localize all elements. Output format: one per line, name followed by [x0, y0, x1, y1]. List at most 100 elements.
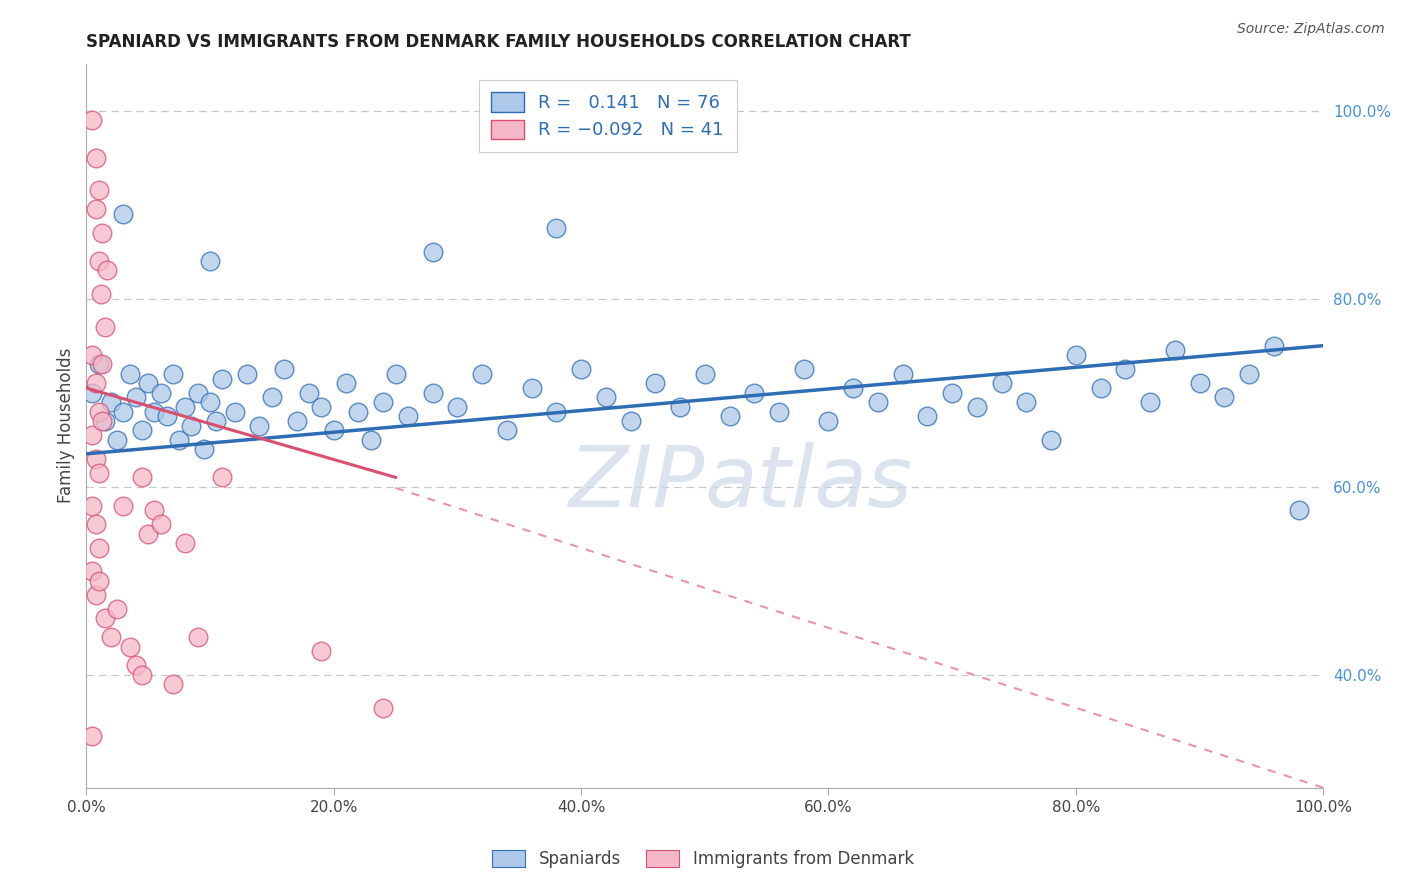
- Point: [105, 602, 128, 616]
- Point: [211, 470, 233, 484]
- Point: [131, 668, 153, 682]
- Point: [793, 362, 815, 376]
- Point: [298, 385, 321, 400]
- Legend: R =   0.141   N = 76, R = −0.092   N = 41: R = 0.141 N = 76, R = −0.092 N = 41: [479, 79, 737, 152]
- Text: atlas: atlas: [704, 442, 912, 525]
- Point: [966, 400, 988, 414]
- Point: [131, 423, 153, 437]
- Point: [595, 391, 617, 405]
- Point: [644, 376, 666, 391]
- Point: [1139, 395, 1161, 409]
- Point: [84, 202, 107, 217]
- Text: Source: ZipAtlas.com: Source: ZipAtlas.com: [1237, 22, 1385, 37]
- Point: [718, 409, 741, 424]
- Point: [224, 404, 246, 418]
- Point: [205, 414, 228, 428]
- Point: [180, 418, 202, 433]
- Point: [82, 385, 104, 400]
- Point: [105, 433, 128, 447]
- Point: [91, 358, 114, 372]
- Point: [82, 565, 104, 579]
- Point: [422, 385, 444, 400]
- Point: [156, 409, 179, 424]
- Point: [1237, 367, 1260, 381]
- Point: [91, 414, 114, 428]
- Text: SPANIARD VS IMMIGRANTS FROM DENMARK FAMILY HOUSEHOLDS CORRELATION CHART: SPANIARD VS IMMIGRANTS FROM DENMARK FAMI…: [86, 33, 911, 51]
- Point: [84, 517, 107, 532]
- Point: [941, 385, 963, 400]
- Point: [136, 526, 159, 541]
- Point: [396, 409, 419, 424]
- Point: [87, 184, 110, 198]
- Point: [817, 414, 839, 428]
- Point: [87, 358, 110, 372]
- Point: [1164, 343, 1187, 358]
- Point: [136, 376, 159, 391]
- Point: [285, 414, 308, 428]
- Point: [693, 367, 716, 381]
- Point: [619, 414, 641, 428]
- Point: [546, 221, 568, 235]
- Point: [149, 385, 172, 400]
- Point: [82, 428, 104, 442]
- Point: [1090, 381, 1112, 395]
- Point: [1188, 376, 1211, 391]
- Point: [842, 381, 865, 395]
- Y-axis label: Family Households: Family Households: [58, 348, 75, 503]
- Point: [669, 400, 692, 414]
- Point: [118, 367, 141, 381]
- Point: [84, 376, 107, 391]
- Point: [87, 254, 110, 268]
- Point: [866, 395, 889, 409]
- Point: [198, 254, 221, 268]
- Point: [422, 244, 444, 259]
- Point: [742, 385, 765, 400]
- Point: [82, 348, 104, 362]
- Point: [162, 677, 184, 691]
- Text: ZIP: ZIP: [568, 442, 704, 525]
- Point: [1114, 362, 1136, 376]
- Point: [112, 207, 135, 221]
- Point: [1213, 391, 1236, 405]
- Point: [100, 395, 122, 409]
- Point: [100, 630, 122, 644]
- Point: [260, 391, 283, 405]
- Point: [347, 404, 370, 418]
- Point: [174, 400, 197, 414]
- Point: [373, 701, 395, 715]
- Point: [94, 319, 117, 334]
- Point: [446, 400, 468, 414]
- Point: [335, 376, 357, 391]
- Point: [84, 588, 107, 602]
- Point: [273, 362, 295, 376]
- Point: [187, 630, 209, 644]
- Point: [1040, 433, 1063, 447]
- Point: [87, 574, 110, 588]
- Point: [87, 466, 110, 480]
- Point: [768, 404, 790, 418]
- Point: [125, 658, 148, 673]
- Point: [90, 287, 112, 301]
- Point: [1263, 339, 1285, 353]
- Point: [82, 112, 104, 127]
- Point: [236, 367, 259, 381]
- Point: [373, 395, 395, 409]
- Point: [1015, 395, 1038, 409]
- Point: [360, 433, 382, 447]
- Point: [84, 151, 107, 165]
- Point: [990, 376, 1012, 391]
- Point: [546, 404, 568, 418]
- Point: [193, 442, 215, 457]
- Point: [87, 404, 110, 418]
- Point: [143, 404, 166, 418]
- Point: [82, 729, 104, 743]
- Point: [112, 499, 135, 513]
- Point: [94, 414, 117, 428]
- Point: [496, 423, 519, 437]
- Point: [84, 451, 107, 466]
- Point: [187, 385, 209, 400]
- Point: [96, 263, 118, 277]
- Point: [322, 423, 344, 437]
- Point: [125, 391, 148, 405]
- Point: [1064, 348, 1087, 362]
